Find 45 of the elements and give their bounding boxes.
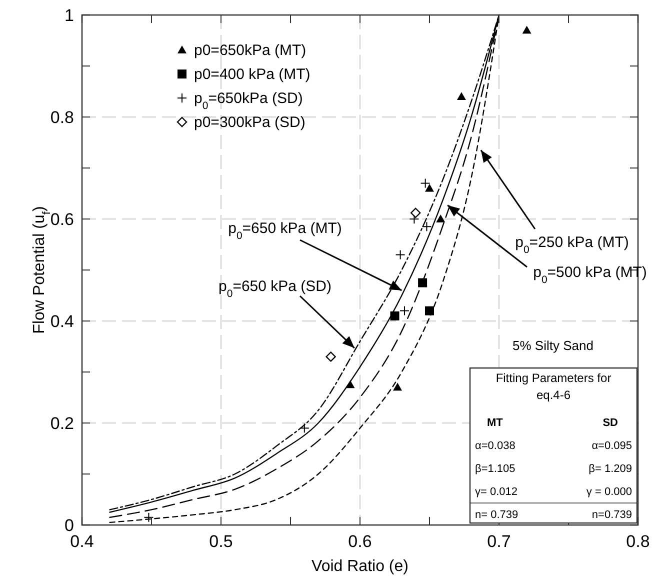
annotation: p$_{0}$=650 kPa (MT) [228,220,342,242]
point [299,423,310,434]
x-tick-label: 0.8 [626,532,650,551]
y-tick-label: 0.8 [50,108,74,127]
y-tick-label: 1 [64,6,74,25]
annotation: γ = 0.000 [586,486,632,498]
x-axis-title: Void Ratio (e) [312,558,408,575]
point [456,92,466,100]
annotation: n= 0.739 [475,509,518,521]
annotation: SD [602,417,618,429]
y-tick-label: 0 [64,516,74,535]
legend-label: p$_{0}$=650kPa (SD) [194,90,303,112]
point [436,214,446,222]
annotation: α=0.095 [592,440,632,452]
annotation: Fitting Parameters for eq.4-6 [494,370,612,404]
y-tick-label: 0.6 [50,210,74,229]
point [393,382,402,391]
annotation: MT [487,417,504,429]
annotation: p$_{0}$=250 kPa (MT) [515,234,629,256]
legend-label: p0=650kPa (MT) [194,42,306,59]
annotation: n=0.739 [592,509,632,521]
point [522,26,532,34]
y-tick-label: 0.4 [50,312,74,331]
annotation: γ= 0.012 [475,486,518,498]
point [425,184,434,192]
annotation: β= 1.209 [588,463,632,475]
point [422,222,432,232]
annotation: α=0.038 [475,440,516,452]
legend-label: p0=300kPa (SD) [194,114,306,131]
annotation: 5% Silty Sand [512,338,594,353]
point [144,512,154,522]
x-tick-label: 0.5 [209,532,233,551]
point [420,178,430,188]
x-tick-label: 0.6 [348,532,372,551]
x-tick-label: 0.7 [487,532,511,551]
point [390,311,400,320]
annotation: p$_{0}$=650 kPa (SD) [218,278,332,300]
point [410,208,421,218]
y-tick-label: 0.2 [50,414,74,433]
legend-label: p0=400 kPa (MT) [194,66,310,83]
point [399,306,410,316]
point [395,250,406,260]
point [326,352,336,362]
annotation: β=1.105 [475,463,516,475]
point [425,306,434,316]
